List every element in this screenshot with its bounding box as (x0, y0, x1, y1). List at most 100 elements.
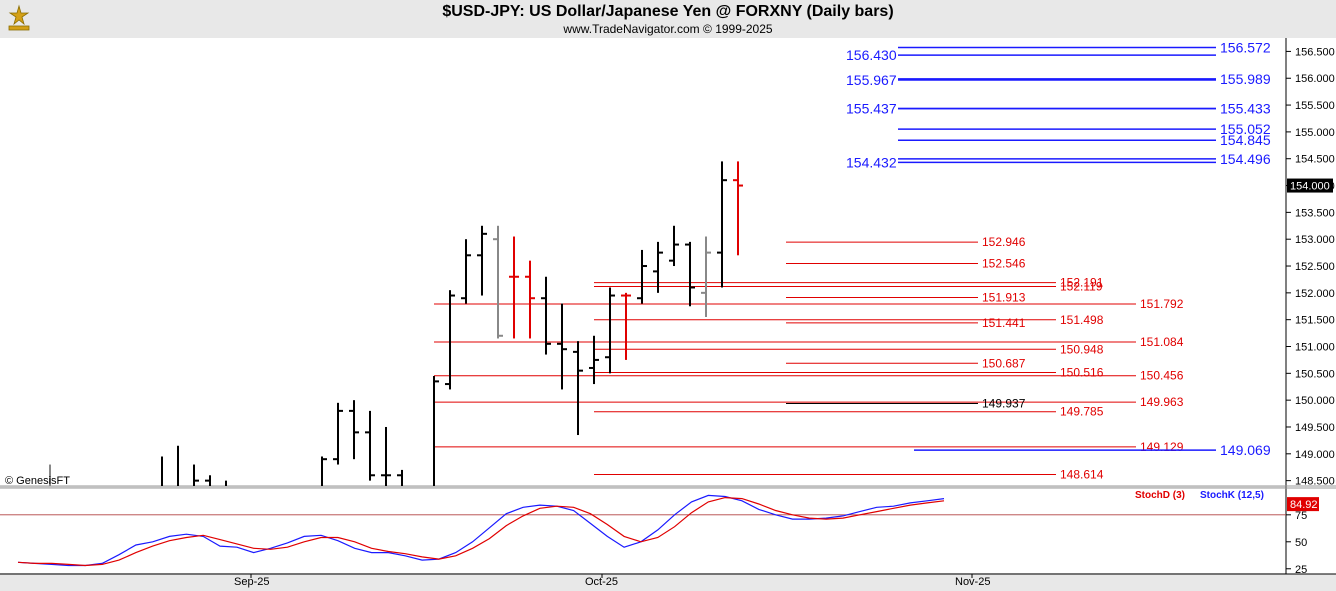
stoch-tick-label: 50 (1295, 537, 1307, 549)
stoch-last-value-label: 84.92 (1290, 499, 1318, 511)
level-label-right: 150.456 (1140, 369, 1184, 383)
ohlc-bar (333, 402, 343, 465)
ohlc-bar (573, 341, 583, 436)
stoch-last-value-box (1287, 497, 1319, 512)
level-label-right: 155.052 (1220, 121, 1271, 137)
tradenavigator-logo-icon (8, 4, 30, 31)
ohlc-bar (701, 236, 711, 317)
stoch-tick-label: 75 (1295, 510, 1307, 522)
price-tick-label: 148.500 (1295, 476, 1335, 488)
price-tick-label: 152.000 (1295, 288, 1335, 300)
chart-header: $USD-JPY: US Dollar/Japanese Yen @ FORXN… (0, 0, 1336, 38)
ohlc-bar (349, 400, 359, 460)
stoch-panel-background (0, 488, 1286, 573)
level-label-left: 155.967 (846, 72, 897, 88)
level-label-right: 155.989 (1220, 71, 1271, 87)
price-bars (49, 161, 743, 486)
price-tick-label: 152.500 (1295, 261, 1335, 273)
level-label-right: 149.129 (1140, 440, 1184, 454)
level-label-right: 152.191 (1060, 276, 1104, 290)
ohlc-bar (637, 249, 647, 304)
ohlc-bar (433, 376, 439, 486)
x-axis: Sep-25 Oct-25 Nov-25 (234, 574, 990, 588)
chart-title: $USD-JPY: US Dollar/Japanese Yen @ FORXN… (442, 3, 894, 20)
price-tick-label: 153.500 (1295, 207, 1335, 219)
price-tick-label: 156.000 (1295, 73, 1335, 85)
ohlc-bar (685, 241, 695, 307)
price-tick-label: 151.500 (1295, 315, 1335, 327)
ohlc-bar (321, 456, 327, 486)
level-label-right: 149.937 (982, 397, 1026, 411)
ohlc-bar (365, 410, 375, 481)
level-label-right: 154.496 (1220, 151, 1271, 167)
x-tick-label: Sep-25 (234, 576, 269, 588)
level-label-right: 155.433 (1220, 101, 1271, 117)
ohlc-bar (717, 161, 727, 288)
price-tick-label: 151.000 (1295, 342, 1335, 354)
last-price-label: 154.000 (1290, 181, 1330, 193)
level-label-right: 150.948 (1060, 342, 1104, 356)
price-tick-label: 155.500 (1295, 100, 1335, 112)
x-tick-label: Oct-25 (585, 576, 618, 588)
ohlc-bar (493, 225, 503, 339)
ohlc-bar (397, 469, 403, 486)
stoch-series-line (17, 496, 945, 567)
price-levels: 156.572 156.430 155.989 155.967 155.437 155.4… (434, 40, 1271, 482)
price-tick-label: 150.500 (1295, 368, 1335, 380)
level-label-left: 155.437 (846, 100, 897, 116)
last-price-box (1287, 178, 1333, 193)
price-tick-label: 150.000 (1295, 395, 1335, 407)
ohlc-bar (193, 464, 199, 486)
x-tick-label: Nov-25 (955, 576, 990, 588)
price-axis: 148.500 149.000 149.500 150.000 150.500 151.0… (1286, 46, 1335, 488)
price-tick-label: 149.500 (1295, 422, 1335, 434)
level-label-right: 150.687 (982, 356, 1026, 370)
price-tick-label: 156.500 (1295, 46, 1335, 58)
level-label-right: 149.963 (1140, 395, 1184, 409)
ohlc-bar (525, 260, 535, 339)
chart-subtitle: www.TradeNavigator.com © 1999-2025 (563, 22, 773, 36)
ohlc-bar (541, 276, 551, 355)
level-label-right: 151.498 (1060, 313, 1104, 327)
price-tick-label: 155.000 (1295, 127, 1335, 139)
stoch-tick-label: 25 (1295, 564, 1307, 576)
level-label-left: 154.432 (846, 154, 897, 170)
level-label-right: 152.546 (982, 257, 1026, 271)
ohlc-bar (589, 335, 599, 385)
level-label-left: 156.430 (846, 47, 897, 63)
y-axis-background (1286, 38, 1336, 574)
ohlc-bar (381, 426, 391, 486)
level-label-right: 151.084 (1140, 335, 1184, 349)
ohlc-bar (509, 236, 519, 339)
ohlc-bar (557, 303, 567, 390)
ohlc-bar (653, 241, 663, 293)
level-label-right: 154.845 (1220, 132, 1271, 148)
stoch-legend-item: StochD (3) (1135, 490, 1185, 501)
level-label-right: 151.792 (1140, 297, 1184, 311)
level-label-right: 152.119 (1060, 279, 1103, 293)
level-label-right: 148.614 (1060, 468, 1104, 482)
ohlc-bar (205, 475, 211, 486)
level-label-right: 151.441 (982, 316, 1026, 330)
level-label-right: 150.516 (1060, 365, 1104, 379)
ohlc-bar (733, 161, 743, 256)
price-tick-label: 149.000 (1295, 449, 1335, 461)
level-label-right: 152.946 (982, 235, 1026, 249)
ohlc-bar (445, 290, 455, 390)
ohlc-bar (605, 287, 615, 374)
stoch-series-line (17, 494, 945, 567)
level-label-right: 149.069 (1220, 442, 1271, 458)
ohlc-bar (477, 225, 487, 296)
price-tick-label: 153.000 (1295, 234, 1335, 246)
level-label-right: 149.785 (1060, 405, 1104, 419)
stoch-legend-item: StochK (12,5) (1200, 490, 1264, 501)
ohlc-bar (669, 225, 679, 267)
level-label-right: 156.572 (1220, 40, 1271, 56)
ohlc-bar (461, 239, 471, 304)
genesis-watermark: © GenesisFT (5, 475, 70, 487)
level-label-right: 151.913 (982, 291, 1026, 305)
price-tick-label: 154.500 (1295, 154, 1335, 166)
ohlc-bar (621, 292, 631, 360)
